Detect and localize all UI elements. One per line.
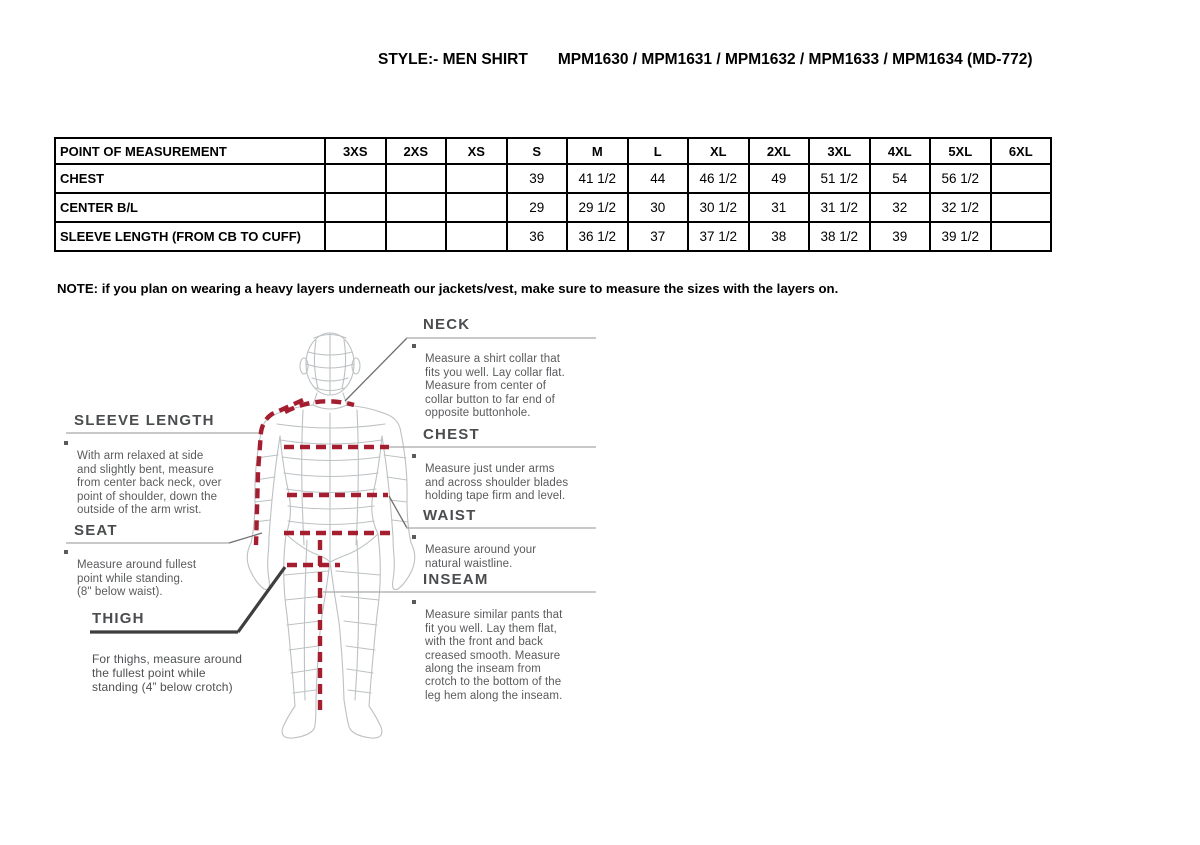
size-value-cell: 32 <box>868 192 931 223</box>
size-value-cell: 31 1/2 <box>808 192 871 223</box>
leader-lines <box>66 337 596 634</box>
size-value-cell: 37 1/2 <box>687 221 750 252</box>
page-title: STYLE:- MEN SHIRT MPM1630 / MPM1631 / MP… <box>378 51 1033 69</box>
bullet-icon <box>412 454 416 458</box>
size-value-cell: 32 1/2 <box>929 192 992 223</box>
size-value-cell <box>989 163 1052 194</box>
measurement-lines <box>253 397 391 714</box>
column-header-size: M <box>566 137 629 165</box>
waist-leader-line <box>388 495 408 529</box>
waist-heading: WAIST <box>423 507 477 524</box>
size-value-cell: 29 1/2 <box>566 192 629 223</box>
size-value-cell <box>324 163 387 194</box>
size-value-cell: 30 <box>626 192 689 223</box>
neck-heading: NECK <box>423 316 471 333</box>
size-value-cell: 31 <box>747 192 810 223</box>
neck-leader-line <box>344 337 408 402</box>
chest-description: Measure just under arms and across shoul… <box>412 450 625 504</box>
thigh-leader-line <box>236 566 287 633</box>
size-value-cell <box>324 221 387 252</box>
column-header-size: 6XL <box>989 137 1052 165</box>
size-value-cell: 51 1/2 <box>808 163 871 194</box>
waist-description: Measure around your natural waistline. <box>412 531 625 571</box>
bullet-icon <box>412 535 416 539</box>
sleeve-measure-line <box>253 397 304 546</box>
neck-measure-line <box>283 399 355 414</box>
bullet-icon <box>64 441 68 445</box>
seat-heading: SEAT <box>74 522 118 539</box>
table-row: CHEST 39 41 1/2 44 46 1/2 49 51 1/2 54 56 1/2 <box>54 163 1052 194</box>
table-row: CENTER B/L 29 29 1/2 30 30 1/2 31 31 1/2 32 32 1… <box>54 192 1052 223</box>
size-value-cell: 38 <box>747 221 810 252</box>
row-label: CHEST <box>54 163 326 194</box>
size-value-cell: 29 <box>505 192 568 223</box>
chest-heading: CHEST <box>423 426 480 443</box>
neck-description: Measure a shirt collar that fits you wel… <box>412 340 625 420</box>
size-value-cell: 39 <box>868 221 931 252</box>
size-value-cell <box>989 192 1052 223</box>
size-value-cell <box>445 221 508 252</box>
size-value-cell: 39 <box>505 163 568 194</box>
size-value-cell: 56 1/2 <box>929 163 992 194</box>
seat-description: Measure around fullest point while stand… <box>64 546 277 600</box>
size-value-cell: 37 <box>626 221 689 252</box>
size-table-header-row: POINT OF MEASUREMENT 3XS 2XS XS S M L XL 2XL 3XL 4… <box>54 137 1052 165</box>
size-value-cell: 49 <box>747 163 810 194</box>
row-label: SLEEVE LENGTH (FROM CB TO CUFF) <box>54 221 326 252</box>
size-value-cell <box>384 221 447 252</box>
bullet-icon <box>412 600 416 604</box>
size-value-cell <box>384 163 447 194</box>
column-header-size: L <box>626 137 689 165</box>
size-value-cell <box>445 163 508 194</box>
size-value-cell <box>324 192 387 223</box>
size-value-cell: 44 <box>626 163 689 194</box>
size-value-cell: 39 1/2 <box>929 221 992 252</box>
sleeve-length-heading: SLEEVE LENGTH <box>74 412 215 429</box>
size-value-cell: 54 <box>868 163 931 194</box>
size-value-cell <box>384 192 447 223</box>
thigh-description: For thighs, measure around the fullest p… <box>92 652 243 694</box>
inseam-description: Measure similar pants that fit you well.… <box>412 596 625 703</box>
column-header-size: 3XL <box>808 137 871 165</box>
size-value-cell <box>445 192 508 223</box>
column-header-size: 3XS <box>324 137 387 165</box>
column-header-size: 5XL <box>929 137 992 165</box>
column-header-measurement: POINT OF MEASUREMENT <box>54 137 326 165</box>
note-text: NOTE: if you plan on wearing a heavy lay… <box>57 281 839 296</box>
size-value-cell: 36 <box>505 221 568 252</box>
column-header-size: 4XL <box>868 137 931 165</box>
column-header-size: S <box>505 137 568 165</box>
column-header-size: XL <box>687 137 750 165</box>
bullet-icon <box>412 344 416 348</box>
column-header-size: 2XL <box>747 137 810 165</box>
style-codes: MPM1630 / MPM1631 / MPM1632 / MPM1633 / … <box>557 51 1033 68</box>
seat-leader-line <box>228 532 263 544</box>
row-label: CENTER B/L <box>54 192 326 223</box>
size-value-cell: 38 1/2 <box>808 221 871 252</box>
inseam-heading: INSEAM <box>423 571 489 588</box>
size-value-cell: 36 1/2 <box>566 221 629 252</box>
size-value-cell: 41 1/2 <box>566 163 629 194</box>
column-header-size: 2XS <box>384 137 447 165</box>
size-table-body: CHEST 39 41 1/2 44 46 1/2 49 51 1/2 54 56 1/2 CEN… <box>54 163 1052 252</box>
thigh-heading: THIGH <box>92 610 145 627</box>
style-label: STYLE:- MEN SHIRT <box>378 51 528 68</box>
sleeve-length-description: With arm relaxed at side and slightly be… <box>64 437 277 517</box>
size-chart-table: POINT OF MEASUREMENT 3XS 2XS XS S M L XL 2XL 3XL 4… <box>54 137 1052 252</box>
size-value-cell <box>989 221 1052 252</box>
table-row: SLEEVE LENGTH (FROM CB TO CUFF) 36 36 1/2 3… <box>54 221 1052 252</box>
column-header-size: XS <box>445 137 508 165</box>
size-value-cell: 46 1/2 <box>687 163 750 194</box>
bullet-icon <box>64 550 68 554</box>
size-value-cell: 30 1/2 <box>687 192 750 223</box>
